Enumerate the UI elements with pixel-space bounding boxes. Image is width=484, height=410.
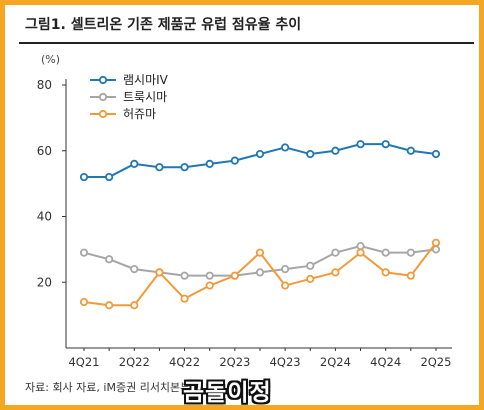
- series-3-point: [281, 281, 290, 290]
- legend-item: 허쥬마: [89, 105, 168, 122]
- x-tick-label: 4Q22: [169, 355, 200, 369]
- series-3-point: [205, 281, 214, 290]
- series-1-point: [130, 159, 139, 168]
- series-1-point: [79, 172, 89, 182]
- y-tick-label: 80: [37, 78, 52, 92]
- series-2-point: [306, 261, 315, 270]
- series-2-point: [356, 241, 365, 251]
- series-1-point: [356, 140, 365, 149]
- series-1-point: [105, 172, 114, 182]
- legend-swatch: [90, 92, 116, 101]
- legend-label: 허쥬마: [123, 107, 157, 121]
- legend-swatch: [90, 75, 116, 84]
- x-tick-label: 4Q21: [68, 355, 99, 369]
- series-2-point: [79, 248, 89, 257]
- series-2-point: [381, 248, 390, 257]
- series-3-point: [130, 301, 139, 310]
- source-note: 자료: 회사 자료, iM증권 리서치본부: [25, 381, 191, 394]
- series-3-point: [406, 271, 415, 280]
- series-1-point: [255, 149, 265, 159]
- legend-item: 트룩시마: [89, 88, 168, 105]
- series-3-point: [105, 301, 114, 310]
- y-tick-label: 20: [37, 275, 52, 289]
- series-1-point: [306, 149, 315, 159]
- series-1-point: [331, 146, 340, 155]
- legend-label: 트룩시마: [123, 90, 168, 104]
- series-1-point: [381, 140, 390, 149]
- series-2-point: [180, 271, 189, 280]
- series-3-point: [230, 271, 239, 280]
- series-1-point: [281, 143, 290, 152]
- series-2-point: [205, 271, 214, 280]
- x-tick-label: 2Q25: [420, 355, 451, 369]
- line-chart: 20 40 60 80 4Q21 2Q22 4Q22 2Q23 4Q23 2Q24 4Q24 2Q25: [37, 78, 452, 369]
- series-2-point: [105, 255, 114, 264]
- series-3-point: [79, 297, 89, 307]
- legend-item: 램시마IV: [89, 71, 168, 88]
- x-tick-label: 2Q22: [119, 355, 150, 369]
- series-2-point: [255, 268, 265, 277]
- y-tick-label: 40: [37, 210, 52, 224]
- series-2-point: [406, 248, 415, 257]
- series-2-point: [130, 264, 139, 274]
- series-2-point: [331, 248, 340, 257]
- x-tick-label: 2Q23: [219, 355, 250, 369]
- series-1-point: [230, 156, 239, 165]
- figure-title: 그림1. 셀트리온 기존 제품군 유럽 점유율 추이: [25, 17, 302, 33]
- series-1-point: [155, 163, 164, 172]
- series-2-point: [281, 264, 290, 274]
- series-line-1: [84, 143, 437, 179]
- watermark-text: 곰돌이정: [183, 380, 272, 406]
- series-3-point: [180, 294, 189, 303]
- series-3-point: [431, 238, 441, 247]
- x-tick-label: 4Q23: [270, 355, 301, 369]
- series-3-point: [356, 248, 365, 257]
- y-axis-unit-label: (%): [41, 53, 61, 66]
- series-3-point: [255, 248, 265, 257]
- series-1-point: [180, 163, 189, 172]
- series-1-point: [406, 146, 415, 155]
- y-tick-label: 60: [37, 144, 52, 158]
- x-tick-label: 2Q24: [320, 355, 351, 369]
- series-3-point: [306, 274, 315, 284]
- series-1-point: [431, 149, 441, 159]
- series-1-point: [205, 159, 214, 168]
- series-3-point: [331, 268, 340, 277]
- title-rule: [19, 42, 474, 44]
- x-tick-label: 4Q24: [370, 355, 401, 369]
- legend-swatch: [90, 109, 116, 118]
- series-3-point: [381, 268, 390, 277]
- series-3-point: [155, 268, 164, 277]
- legend-label: 램시마IV: [123, 73, 168, 87]
